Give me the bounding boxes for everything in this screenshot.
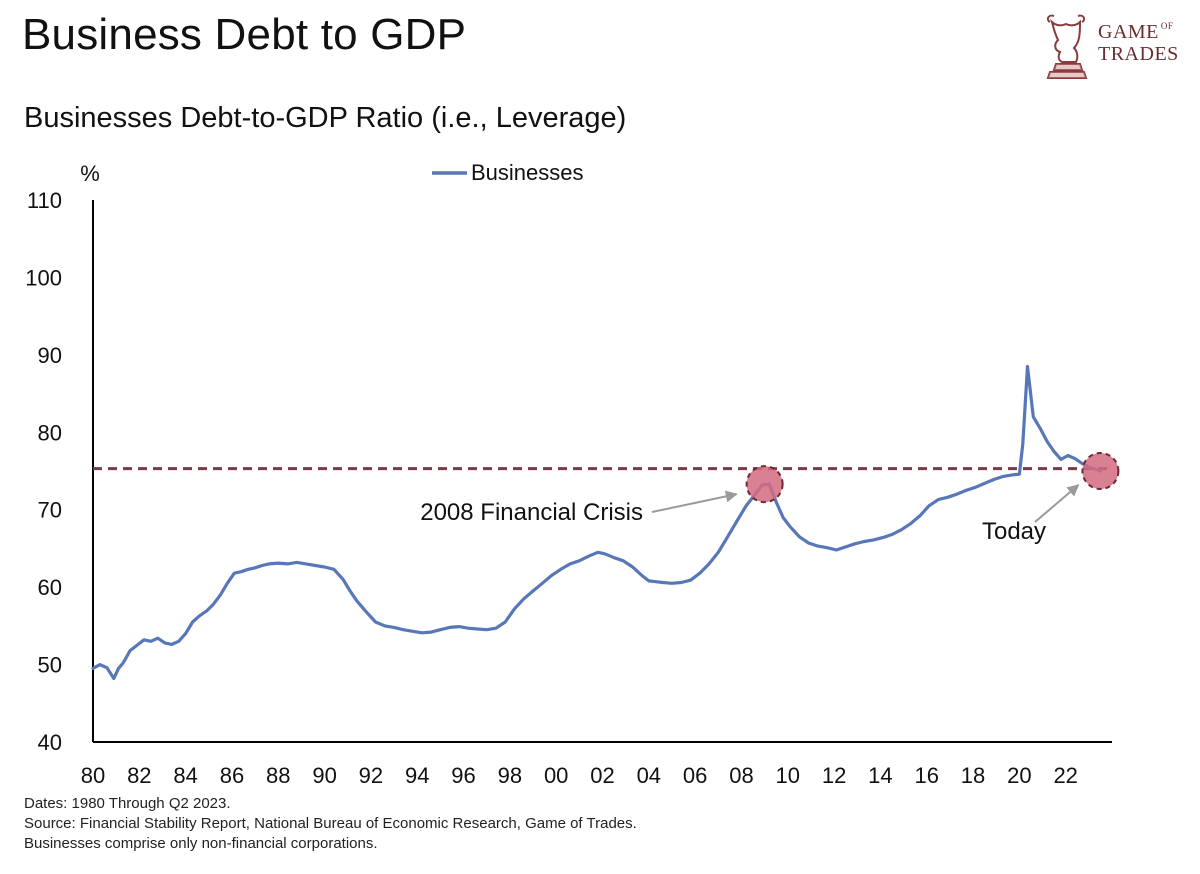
x-tick-label-02: 02 bbox=[590, 763, 614, 788]
x-tick-label-90: 90 bbox=[312, 763, 336, 788]
y-tick-label-110: 110 bbox=[27, 188, 62, 213]
chart-footer: Dates: 1980 Through Q2 2023. Source: Fin… bbox=[24, 794, 637, 854]
game-of-trades-logo: GAME OF TRADES bbox=[1040, 8, 1190, 84]
x-tick-label-08: 08 bbox=[729, 763, 753, 788]
y-tick-label-90: 90 bbox=[38, 343, 62, 368]
footer-source: Source: Financial Stability Report, Nati… bbox=[24, 815, 637, 832]
legend-label-businesses: Businesses bbox=[471, 160, 584, 185]
logo-text-trades: TRADES bbox=[1098, 43, 1179, 65]
x-tick-label-00: 00 bbox=[544, 763, 568, 788]
x-tick-label-84: 84 bbox=[173, 763, 197, 788]
logo-wordmark: GAME OF TRADES bbox=[1098, 21, 1179, 65]
y-tick-label-60: 60 bbox=[38, 575, 62, 600]
highlight-circle-today bbox=[1081, 452, 1120, 490]
x-tick-label-22: 22 bbox=[1053, 763, 1077, 788]
x-tick-label-16: 16 bbox=[914, 763, 938, 788]
chart-subtitle: Businesses Debt-to-GDP Ratio (i.e., Leve… bbox=[24, 102, 627, 134]
x-tick-label-96: 96 bbox=[451, 763, 475, 788]
x-tick-label-88: 88 bbox=[266, 763, 290, 788]
y-tick-label-50: 50 bbox=[38, 653, 62, 678]
debt-to-gdp-chart: 40 50 60 70 80 90 100 110% 80 82 84 86 88 90 92 94 96 98 0… bbox=[25, 160, 1120, 788]
x-tick-label-18: 18 bbox=[961, 763, 985, 788]
footer-note: Businesses comprise only non-financial c… bbox=[24, 835, 378, 852]
page-title: Business Debt to GDP bbox=[22, 10, 467, 59]
x-tick-label-10: 10 bbox=[776, 763, 800, 788]
x-tick-label-14: 14 bbox=[868, 763, 892, 788]
logo-text-game: GAME bbox=[1098, 21, 1159, 43]
series-line-businesses bbox=[91, 364, 1103, 681]
x-tick-label-06: 06 bbox=[683, 763, 707, 788]
x-tick-label-94: 94 bbox=[405, 763, 429, 788]
footer-dates: Dates: 1980 Through Q2 2023. bbox=[24, 795, 231, 812]
annotation-label-today: Today bbox=[982, 518, 1046, 545]
bull-chess-knight-icon bbox=[1046, 14, 1088, 79]
annotation-arrow-today bbox=[1034, 484, 1080, 523]
x-tick-label-82: 82 bbox=[127, 763, 151, 788]
annotation-label-2008-crisis: 2008 Financial Crisis bbox=[420, 499, 643, 526]
y-tick-label-70: 70 bbox=[38, 498, 62, 523]
highlight-circle-2008-crisis bbox=[745, 465, 784, 504]
x-tick-label-12: 12 bbox=[822, 763, 846, 788]
x-tick-label-92: 92 bbox=[359, 763, 383, 788]
y-axis-unit-label: % bbox=[80, 161, 100, 186]
y-tick-label-100: 100 bbox=[25, 265, 62, 290]
x-tick-label-98: 98 bbox=[498, 763, 522, 788]
y-tick-label-40: 40 bbox=[38, 730, 62, 755]
x-tick-label-04: 04 bbox=[637, 763, 661, 788]
x-tick-label-20: 20 bbox=[1007, 763, 1031, 788]
x-tick-label-80: 80 bbox=[81, 763, 105, 788]
logo-text-of: OF bbox=[1160, 21, 1174, 31]
y-tick-label-80: 80 bbox=[38, 420, 62, 445]
x-tick-label-86: 86 bbox=[220, 763, 244, 788]
annotation-arrow-2008-crisis bbox=[651, 490, 738, 513]
